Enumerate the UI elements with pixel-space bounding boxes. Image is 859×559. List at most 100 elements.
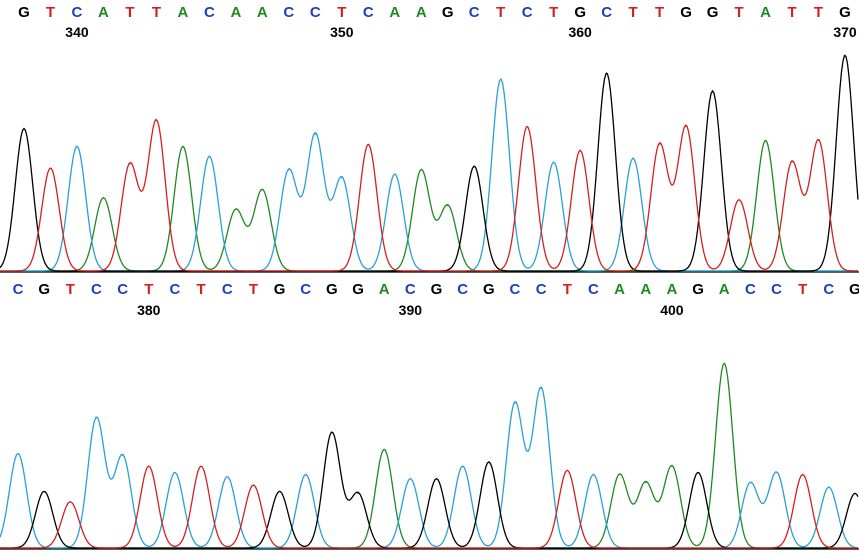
peak-apex bbox=[341, 177, 343, 179]
peak-apex bbox=[409, 478, 411, 480]
base-call: C bbox=[823, 281, 834, 298]
base-call: G bbox=[707, 4, 719, 21]
peak-apex bbox=[305, 473, 307, 476]
peak-apex bbox=[200, 465, 202, 467]
peak-apex bbox=[261, 189, 263, 191]
base-call: A bbox=[230, 4, 241, 21]
base-call: T bbox=[655, 4, 664, 21]
base-call: A bbox=[719, 281, 730, 298]
base-call: C bbox=[91, 281, 102, 298]
base-call: C bbox=[300, 281, 311, 298]
peak-apex bbox=[69, 501, 71, 503]
position-label: 370 bbox=[833, 24, 857, 40]
base-call: C bbox=[771, 281, 782, 298]
peak-apex bbox=[632, 157, 634, 159]
peak-apex bbox=[102, 197, 105, 199]
peak-apex bbox=[49, 167, 52, 169]
base-call: T bbox=[734, 4, 743, 21]
peak-apex bbox=[383, 448, 385, 450]
trace-A bbox=[0, 362, 858, 549]
base-call: T bbox=[787, 4, 796, 21]
base-call: G bbox=[38, 281, 50, 298]
peak-apex bbox=[500, 78, 502, 80]
peak-apex bbox=[278, 490, 281, 492]
position-label: 400 bbox=[660, 302, 684, 318]
position-label: 350 bbox=[330, 24, 354, 40]
peak-apex bbox=[791, 161, 793, 163]
peak-apex bbox=[817, 139, 820, 141]
peak-apex bbox=[854, 492, 856, 494]
base-call: T bbox=[46, 4, 55, 21]
base-call: G bbox=[849, 281, 859, 298]
base-call: T bbox=[629, 4, 638, 21]
base-call: G bbox=[326, 281, 338, 298]
base-call: G bbox=[483, 281, 495, 298]
base-call: G bbox=[680, 4, 692, 21]
peak-apex bbox=[129, 163, 131, 165]
peak-apex bbox=[226, 476, 228, 478]
base-call: A bbox=[416, 4, 427, 21]
peak-apex bbox=[95, 417, 98, 419]
peak-apex bbox=[592, 473, 595, 476]
base-call: A bbox=[389, 4, 400, 21]
base-call: A bbox=[640, 281, 651, 298]
base-call: C bbox=[117, 281, 128, 298]
position-label: 390 bbox=[399, 302, 423, 318]
peak-apex bbox=[174, 471, 176, 473]
base-call: C bbox=[601, 4, 612, 21]
peak-apex bbox=[288, 169, 290, 171]
base-call: T bbox=[798, 281, 807, 298]
base-call: C bbox=[745, 281, 756, 298]
peak-apex bbox=[685, 125, 687, 128]
base-call: C bbox=[222, 281, 233, 298]
base-call: C bbox=[405, 281, 416, 298]
base-call: T bbox=[814, 4, 823, 21]
base-call: A bbox=[614, 281, 625, 298]
peak-apex bbox=[43, 490, 45, 492]
trace-A bbox=[0, 139, 858, 272]
peak-apex bbox=[182, 145, 184, 147]
peak-apex bbox=[76, 145, 78, 147]
base-call: G bbox=[274, 281, 286, 298]
base-call: T bbox=[249, 281, 258, 298]
base-call: C bbox=[310, 4, 321, 21]
peak-apex bbox=[23, 127, 25, 130]
base-call: C bbox=[170, 281, 181, 298]
peak-apex bbox=[553, 161, 555, 163]
peak-apex bbox=[723, 362, 725, 364]
peak-apex bbox=[208, 155, 210, 157]
peak-apex bbox=[606, 72, 608, 74]
base-call: C bbox=[457, 281, 468, 298]
peak-apex bbox=[514, 402, 516, 404]
peak-apex bbox=[738, 199, 740, 201]
peak-apex bbox=[447, 205, 449, 207]
base-call: C bbox=[588, 281, 599, 298]
peak-apex bbox=[252, 484, 255, 486]
position-label: 380 bbox=[137, 302, 161, 318]
peak-apex bbox=[526, 125, 528, 128]
trace-T bbox=[0, 465, 858, 549]
peak-apex bbox=[473, 165, 475, 167]
base-call: A bbox=[666, 281, 677, 298]
peak-apex bbox=[697, 471, 699, 473]
base-call: A bbox=[177, 4, 188, 21]
base-call: A bbox=[379, 281, 390, 298]
peak-apex bbox=[148, 465, 150, 467]
peak-apex bbox=[618, 473, 621, 476]
peak-apex bbox=[235, 209, 237, 211]
peak-apex bbox=[711, 90, 714, 92]
base-call: T bbox=[197, 281, 206, 298]
peak-apex bbox=[566, 469, 568, 471]
peak-apex bbox=[394, 173, 396, 175]
peak-apex bbox=[844, 54, 846, 56]
trace-G bbox=[0, 431, 859, 549]
peak-apex bbox=[645, 482, 647, 484]
base-call: C bbox=[469, 4, 480, 21]
peak-apex bbox=[749, 482, 751, 484]
base-call: T bbox=[66, 281, 75, 298]
peak-apex bbox=[420, 169, 422, 171]
base-call: T bbox=[496, 4, 505, 21]
position-label: 360 bbox=[568, 24, 592, 40]
base-call: G bbox=[692, 281, 704, 298]
